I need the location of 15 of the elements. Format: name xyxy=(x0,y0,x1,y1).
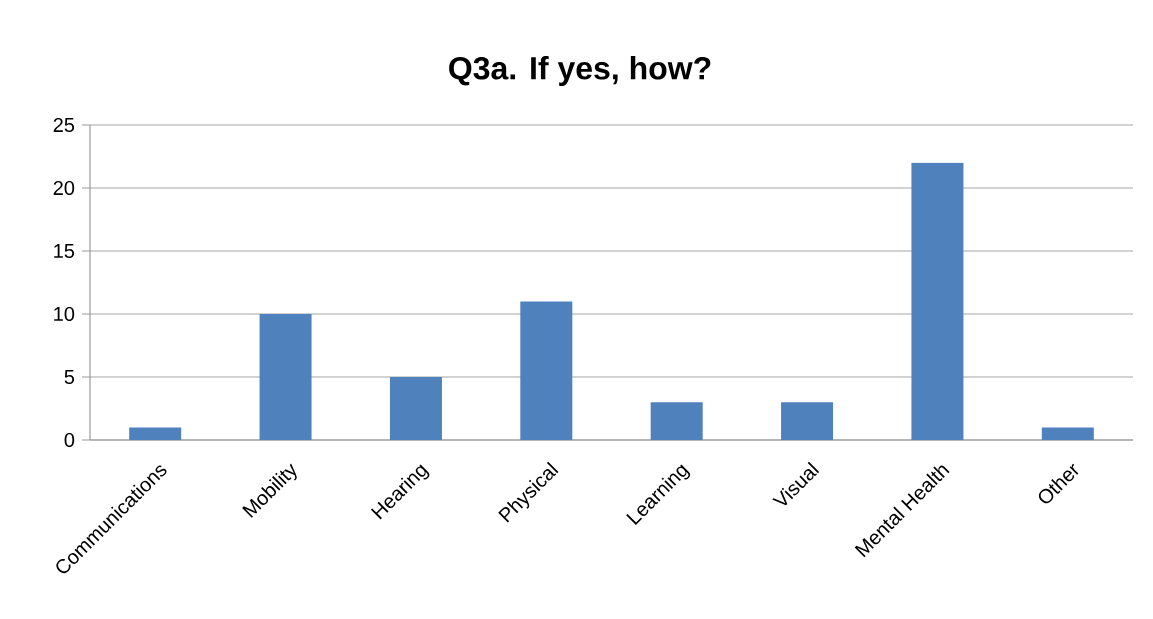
y-tick-label: 25 xyxy=(53,117,75,133)
y-tick-label: 5 xyxy=(64,370,75,384)
bar xyxy=(259,313,312,440)
y-tick-label: 20 xyxy=(53,180,75,196)
y-tick-label: 10 xyxy=(54,306,75,322)
y-tick-label: 0 xyxy=(64,432,75,448)
bar xyxy=(1041,427,1094,440)
bar xyxy=(650,402,703,440)
bar xyxy=(129,427,182,440)
bar xyxy=(520,301,573,440)
chart-title: Q3a. If yes, how? xyxy=(449,56,711,86)
bar xyxy=(911,162,964,440)
y-tick-label: 15 xyxy=(54,244,75,258)
bar xyxy=(781,402,834,440)
bar xyxy=(389,376,442,440)
